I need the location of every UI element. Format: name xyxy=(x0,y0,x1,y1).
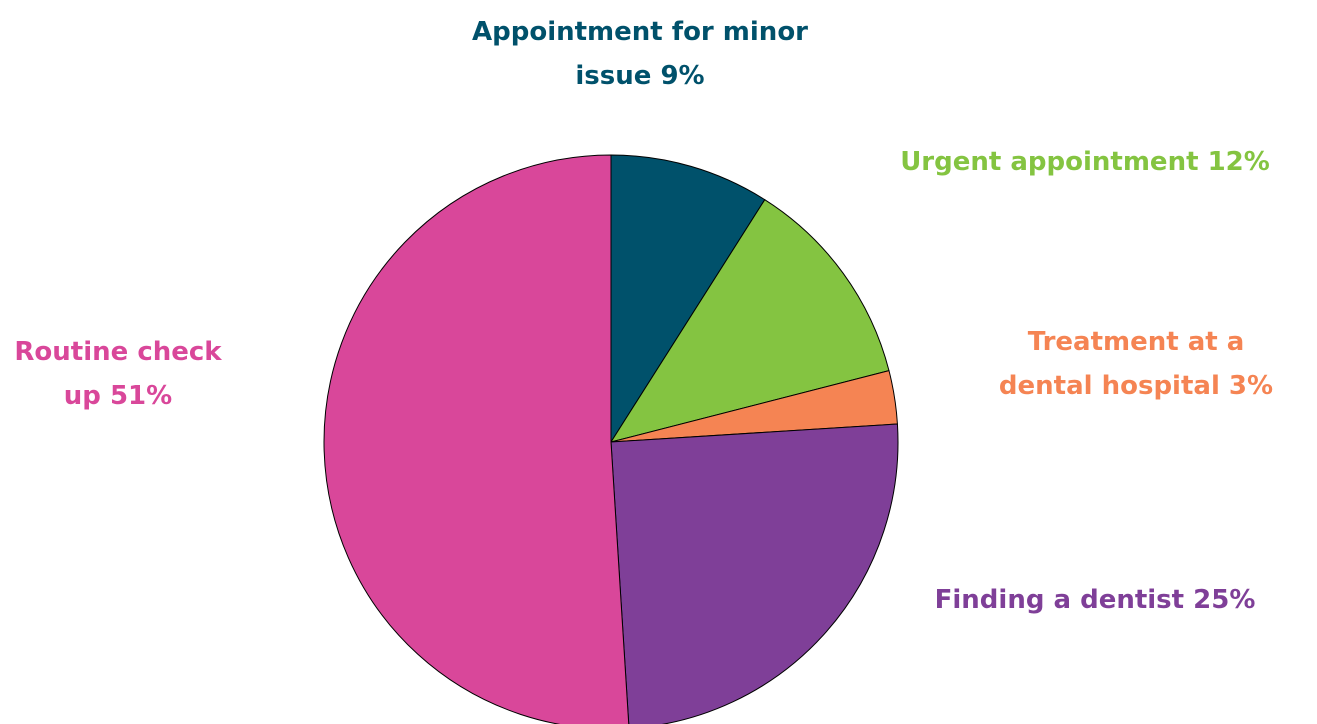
category-label: Finding a dentist xyxy=(934,585,1185,615)
category-label: Treatment at a dental hospital xyxy=(998,327,1245,401)
slice-label: Finding a dentist 25% xyxy=(880,578,1310,622)
category-label: Routine check up xyxy=(14,337,222,411)
value-label: 3% xyxy=(1228,371,1274,401)
slice-label: Appointment for minor issue 9% xyxy=(470,10,810,98)
value-label: 51% xyxy=(109,381,173,411)
value-label: 25% xyxy=(1193,585,1256,615)
category-label: Urgent appointment xyxy=(900,147,1199,177)
value-label: 12% xyxy=(1207,147,1270,177)
category-label: Appointment for minor issue xyxy=(471,17,809,91)
slice-label: Treatment at a dental hospital 3% xyxy=(990,320,1282,408)
pie-slice xyxy=(610,423,899,724)
pie-slice xyxy=(609,198,890,443)
pie-slice xyxy=(323,154,630,724)
pie-slice xyxy=(610,154,766,444)
slice-label: Urgent appointment 12% xyxy=(860,140,1310,184)
slice-label: Routine check up 51% xyxy=(0,330,236,418)
value-label: 9% xyxy=(660,61,705,91)
